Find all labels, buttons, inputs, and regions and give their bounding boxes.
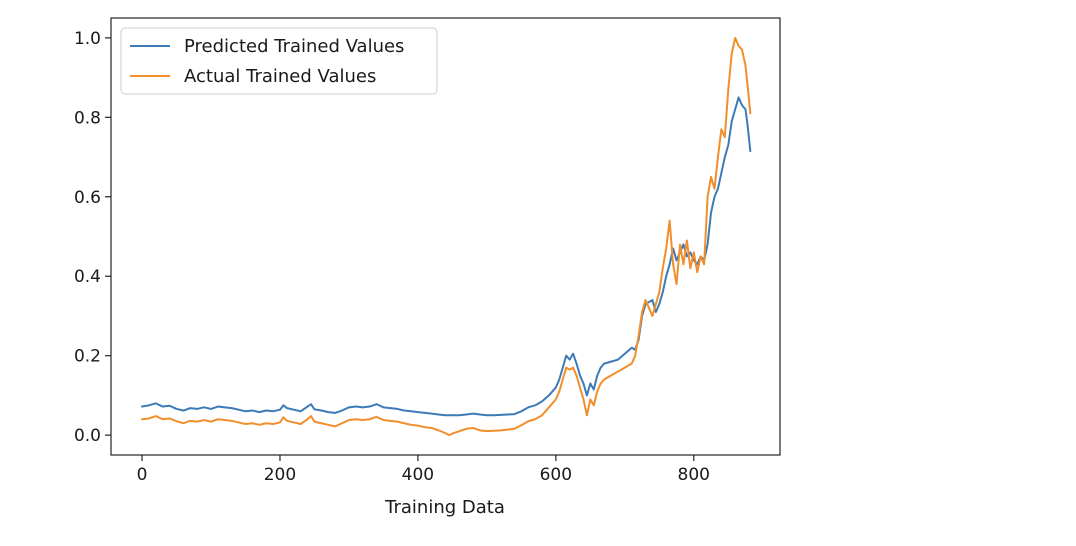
x-tick-label: 600 bbox=[540, 465, 572, 485]
x-tick-label: 400 bbox=[402, 465, 434, 485]
x-axis-label: Training Data bbox=[384, 497, 505, 518]
legend-box bbox=[120, 27, 438, 95]
legend-label-predicted: Predicted Trained Values bbox=[184, 36, 404, 57]
y-tick-label: 0.2 bbox=[74, 347, 101, 367]
x-tick-label: 800 bbox=[678, 465, 710, 485]
plot-area bbox=[110, 17, 781, 456]
x-axis: 0 200 400 600 800 bbox=[137, 455, 710, 485]
x-tick-label: 0 bbox=[137, 465, 148, 485]
y-tick-label: 0.0 bbox=[74, 426, 101, 446]
legend-label-actual: Actual Trained Values bbox=[184, 66, 376, 87]
y-tick-label: 0.4 bbox=[74, 267, 101, 287]
y-tick-label: 0.6 bbox=[74, 188, 101, 208]
legend: Predicted Trained Values Actual Trained … bbox=[120, 27, 438, 95]
y-tick-label: 1.0 bbox=[74, 29, 101, 49]
y-tick-label: 0.8 bbox=[74, 108, 101, 128]
series-line-actual bbox=[141, 36, 752, 437]
series-lines bbox=[141, 36, 752, 437]
plot-frame bbox=[110, 17, 781, 456]
series-line-predicted bbox=[141, 96, 752, 417]
x-tick-label: 200 bbox=[264, 465, 296, 485]
y-axis: 0.0 0.2 0.4 0.6 0.8 1.0 bbox=[74, 29, 111, 446]
